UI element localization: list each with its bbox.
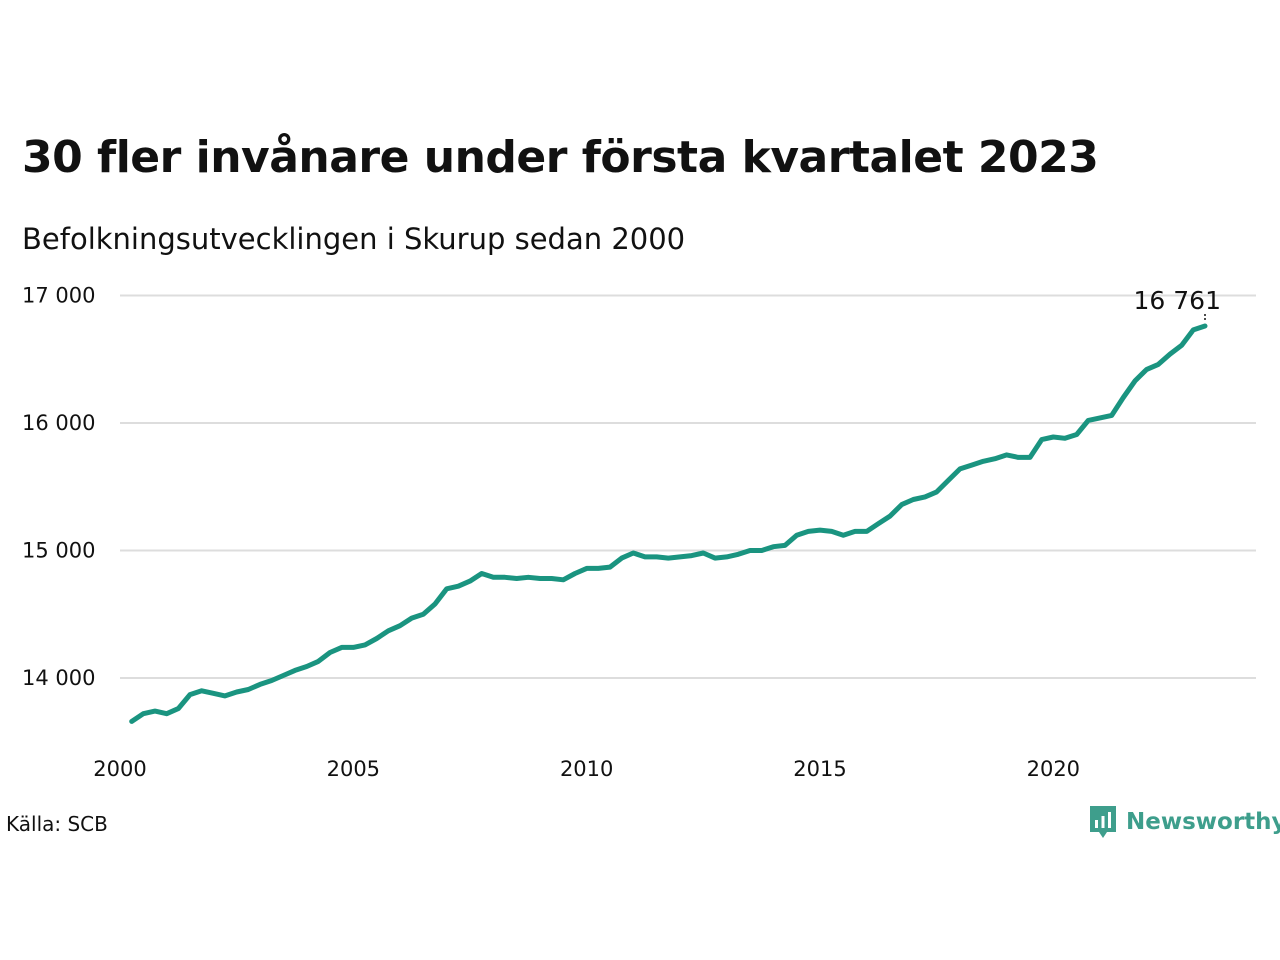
x-tick-label: 2010 bbox=[560, 757, 613, 781]
series-group bbox=[129, 323, 1208, 724]
chart-subtitle: Befolkningsutvecklingen i Skurup sedan 2… bbox=[22, 222, 686, 256]
x-axis-tick-labels: 2000 2005 2010 2015 2020 bbox=[93, 757, 1080, 781]
source-note: Källa: SCB bbox=[6, 812, 108, 836]
newsworthy-logo-icon bbox=[1090, 806, 1116, 838]
chart-title: 30 fler invånare under första kvartalet … bbox=[22, 132, 1099, 183]
x-tick-label: 2000 bbox=[93, 757, 146, 781]
series-line bbox=[129, 323, 1208, 724]
y-tick-label: 16 000 bbox=[22, 411, 95, 435]
y-tick-label: 14 000 bbox=[22, 666, 95, 690]
grid-lines bbox=[120, 294, 1256, 679]
y-axis-tick-labels: 14 000 15 000 16 000 17 000 bbox=[22, 284, 95, 691]
x-tick-label: 2015 bbox=[793, 757, 846, 781]
y-tick-label: 17 000 bbox=[22, 284, 95, 308]
brand-name: Newsworthy bbox=[1126, 809, 1280, 835]
x-tick-label: 2005 bbox=[327, 757, 380, 781]
y-tick-label: 15 000 bbox=[22, 539, 95, 563]
end-value-label: 16 761 bbox=[1134, 286, 1221, 315]
x-tick-label: 2020 bbox=[1027, 757, 1080, 781]
end-annotation: 16 761 bbox=[1134, 286, 1221, 320]
brand-logo: Newsworthy bbox=[1088, 804, 1280, 840]
